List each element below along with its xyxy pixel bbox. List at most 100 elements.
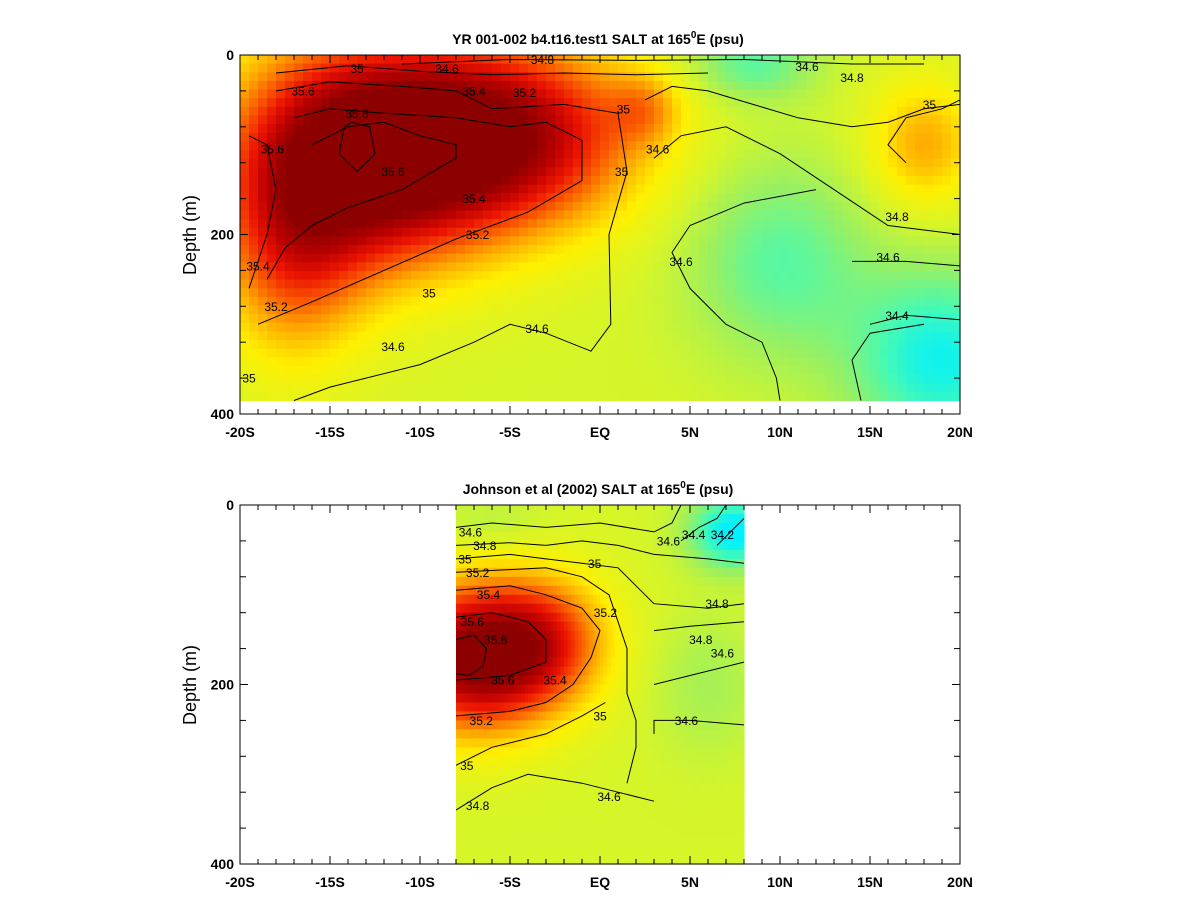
salinity-cell bbox=[951, 219, 961, 229]
salinity-cell bbox=[618, 340, 628, 350]
salinity-cell bbox=[654, 132, 664, 142]
salinity-cell bbox=[321, 296, 331, 307]
salinity-cell bbox=[535, 630, 540, 641]
salinity-cell bbox=[585, 684, 590, 695]
salinity-cell bbox=[312, 201, 322, 212]
salinity-cell bbox=[285, 245, 295, 255]
salinity-cell bbox=[535, 621, 540, 632]
salinity-cell bbox=[501, 236, 511, 246]
salinity-cell bbox=[663, 210, 673, 220]
salinity-cell bbox=[789, 279, 799, 289]
salinity-cell bbox=[330, 72, 340, 82]
salinity-cell bbox=[546, 855, 551, 865]
salinity-cell bbox=[549, 819, 554, 829]
salinity-cell bbox=[852, 80, 862, 91]
salinity-cell bbox=[339, 193, 349, 203]
contour-label: 34.6 bbox=[795, 60, 819, 74]
salinity-cell bbox=[438, 270, 448, 281]
salinity-cell bbox=[915, 89, 925, 99]
salinity-cell bbox=[762, 262, 772, 272]
salinity-cell bbox=[753, 63, 763, 73]
salinity-cell bbox=[258, 365, 268, 376]
salinity-cell bbox=[510, 711, 515, 721]
salinity-cell bbox=[564, 756, 569, 766]
salinity-cell bbox=[825, 340, 835, 350]
salinity-cell bbox=[560, 846, 565, 856]
salinity-cell bbox=[726, 219, 736, 229]
salinity-cell bbox=[499, 594, 504, 605]
salinity-cell bbox=[258, 296, 268, 307]
salinity-cell bbox=[492, 819, 497, 829]
salinity-cell bbox=[276, 141, 286, 151]
salinity-cell bbox=[762, 132, 772, 142]
salinity-cell bbox=[645, 365, 655, 376]
salinity-cell bbox=[276, 219, 286, 229]
salinity-cell bbox=[483, 383, 493, 393]
salinity-cell bbox=[942, 253, 952, 263]
salinity-cell bbox=[567, 783, 572, 793]
salinity-cell bbox=[456, 648, 461, 659]
salinity-cell bbox=[484, 657, 489, 668]
salinity-cell bbox=[585, 576, 590, 587]
salinity-cell bbox=[411, 288, 421, 298]
salinity-cell bbox=[589, 567, 594, 578]
salinity-cell bbox=[574, 684, 579, 695]
salinity-cell bbox=[654, 193, 664, 203]
salinity-cell bbox=[348, 150, 358, 160]
x-tick-label: EQ bbox=[590, 424, 610, 440]
salinity-cell bbox=[816, 245, 826, 255]
salinity-cell bbox=[879, 365, 889, 376]
salinity-cell bbox=[816, 270, 826, 281]
salinity-cell bbox=[564, 219, 574, 229]
salinity-cell bbox=[726, 132, 736, 142]
salinity-cell bbox=[589, 675, 594, 686]
salinity-cell bbox=[495, 837, 500, 847]
salinity-cell bbox=[798, 348, 808, 358]
salinity-cell bbox=[506, 666, 511, 677]
salinity-cell bbox=[553, 567, 558, 578]
salinity-cell bbox=[672, 72, 682, 82]
salinity-cell bbox=[384, 150, 394, 160]
salinity-cell bbox=[519, 374, 529, 384]
salinity-cell bbox=[357, 296, 367, 307]
salinity-cell bbox=[285, 331, 295, 341]
salinity-cell bbox=[249, 106, 259, 117]
salinity-cell bbox=[537, 340, 547, 350]
salinity-cell bbox=[258, 383, 268, 393]
salinity-cell bbox=[492, 270, 502, 281]
salinity-cell bbox=[339, 314, 349, 324]
salinity-cell bbox=[542, 666, 547, 677]
salinity-cell bbox=[717, 279, 727, 289]
salinity-cell bbox=[492, 201, 502, 212]
salinity-cell bbox=[789, 383, 799, 393]
salinity-cell bbox=[780, 184, 790, 194]
salinity-cell bbox=[574, 801, 579, 811]
salinity-cell bbox=[483, 184, 493, 194]
salinity-cell bbox=[510, 236, 520, 246]
salinity-cell bbox=[942, 262, 952, 272]
salinity-cell bbox=[600, 391, 610, 402]
salinity-cell bbox=[708, 331, 718, 341]
salinity-cell bbox=[726, 201, 736, 212]
salinity-cell bbox=[571, 666, 576, 677]
salinity-cell bbox=[330, 253, 340, 263]
salinity-cell bbox=[510, 540, 515, 551]
salinity-cell bbox=[897, 210, 907, 220]
salinity-cell bbox=[477, 513, 482, 524]
salinity-cell bbox=[915, 391, 925, 402]
salinity-cell bbox=[553, 549, 558, 560]
salinity-cell bbox=[589, 828, 594, 838]
salinity-cell bbox=[672, 340, 682, 350]
salinity-cell bbox=[589, 522, 594, 533]
salinity-cell bbox=[466, 522, 471, 533]
salinity-cell bbox=[520, 612, 525, 623]
salinity-cell bbox=[672, 322, 682, 333]
salinity-cell bbox=[843, 150, 853, 160]
salinity-cell bbox=[627, 348, 637, 358]
salinity-cell bbox=[531, 855, 536, 865]
salinity-cell bbox=[762, 322, 772, 333]
salinity-cell bbox=[513, 567, 518, 578]
salinity-cell bbox=[411, 305, 421, 315]
salinity-cell bbox=[654, 288, 664, 298]
salinity-cell bbox=[474, 365, 484, 376]
